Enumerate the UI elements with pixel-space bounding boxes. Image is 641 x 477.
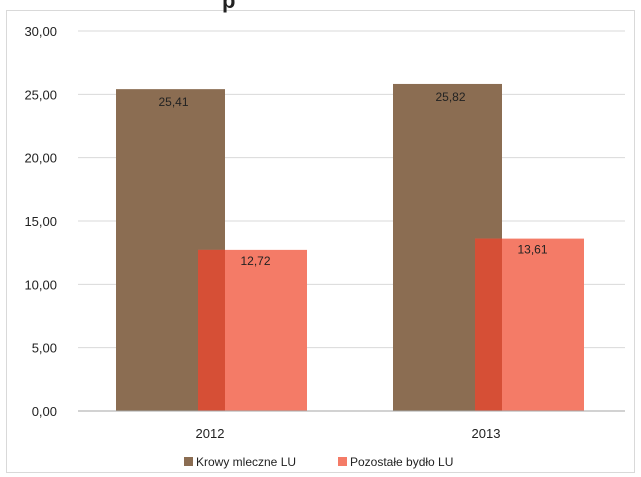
chart-title-fragment: p bbox=[222, 0, 235, 13]
y-tick-label: 25,00 bbox=[24, 87, 57, 102]
y-tick-label: 10,00 bbox=[24, 277, 57, 292]
x-axis-tick-labels: 2012 2013 bbox=[196, 426, 501, 441]
bar-overlap-2013 bbox=[475, 238, 502, 411]
data-labels: 25,41 12,72 25,82 13,61 bbox=[158, 90, 547, 268]
y-axis-tick-labels: 0,00 5,00 10,00 15,00 20,00 25,00 30,00 bbox=[24, 24, 57, 419]
legend-swatch bbox=[338, 457, 347, 466]
y-tick-label: 15,00 bbox=[24, 214, 57, 229]
legend: Krowy mleczne LU Pozostałe bydło LU bbox=[184, 455, 453, 469]
data-label: 25,82 bbox=[435, 90, 465, 104]
bar-overlap-2012 bbox=[198, 249, 225, 411]
y-tick-label: 20,00 bbox=[24, 151, 57, 166]
legend-label: Pozostałe bydło LU bbox=[350, 455, 453, 469]
data-label: 13,61 bbox=[517, 243, 547, 257]
x-tick-label: 2013 bbox=[472, 426, 501, 441]
x-tick-label: 2012 bbox=[196, 426, 225, 441]
data-label: 25,41 bbox=[158, 95, 188, 109]
bars bbox=[116, 83, 584, 412]
y-tick-label: 30,00 bbox=[24, 24, 57, 39]
legend-label: Krowy mleczne LU bbox=[196, 455, 296, 469]
y-tick-label: 5,00 bbox=[32, 341, 57, 356]
data-label: 12,72 bbox=[240, 254, 270, 268]
legend-swatch bbox=[184, 457, 193, 466]
y-tick-label: 0,00 bbox=[32, 404, 57, 419]
